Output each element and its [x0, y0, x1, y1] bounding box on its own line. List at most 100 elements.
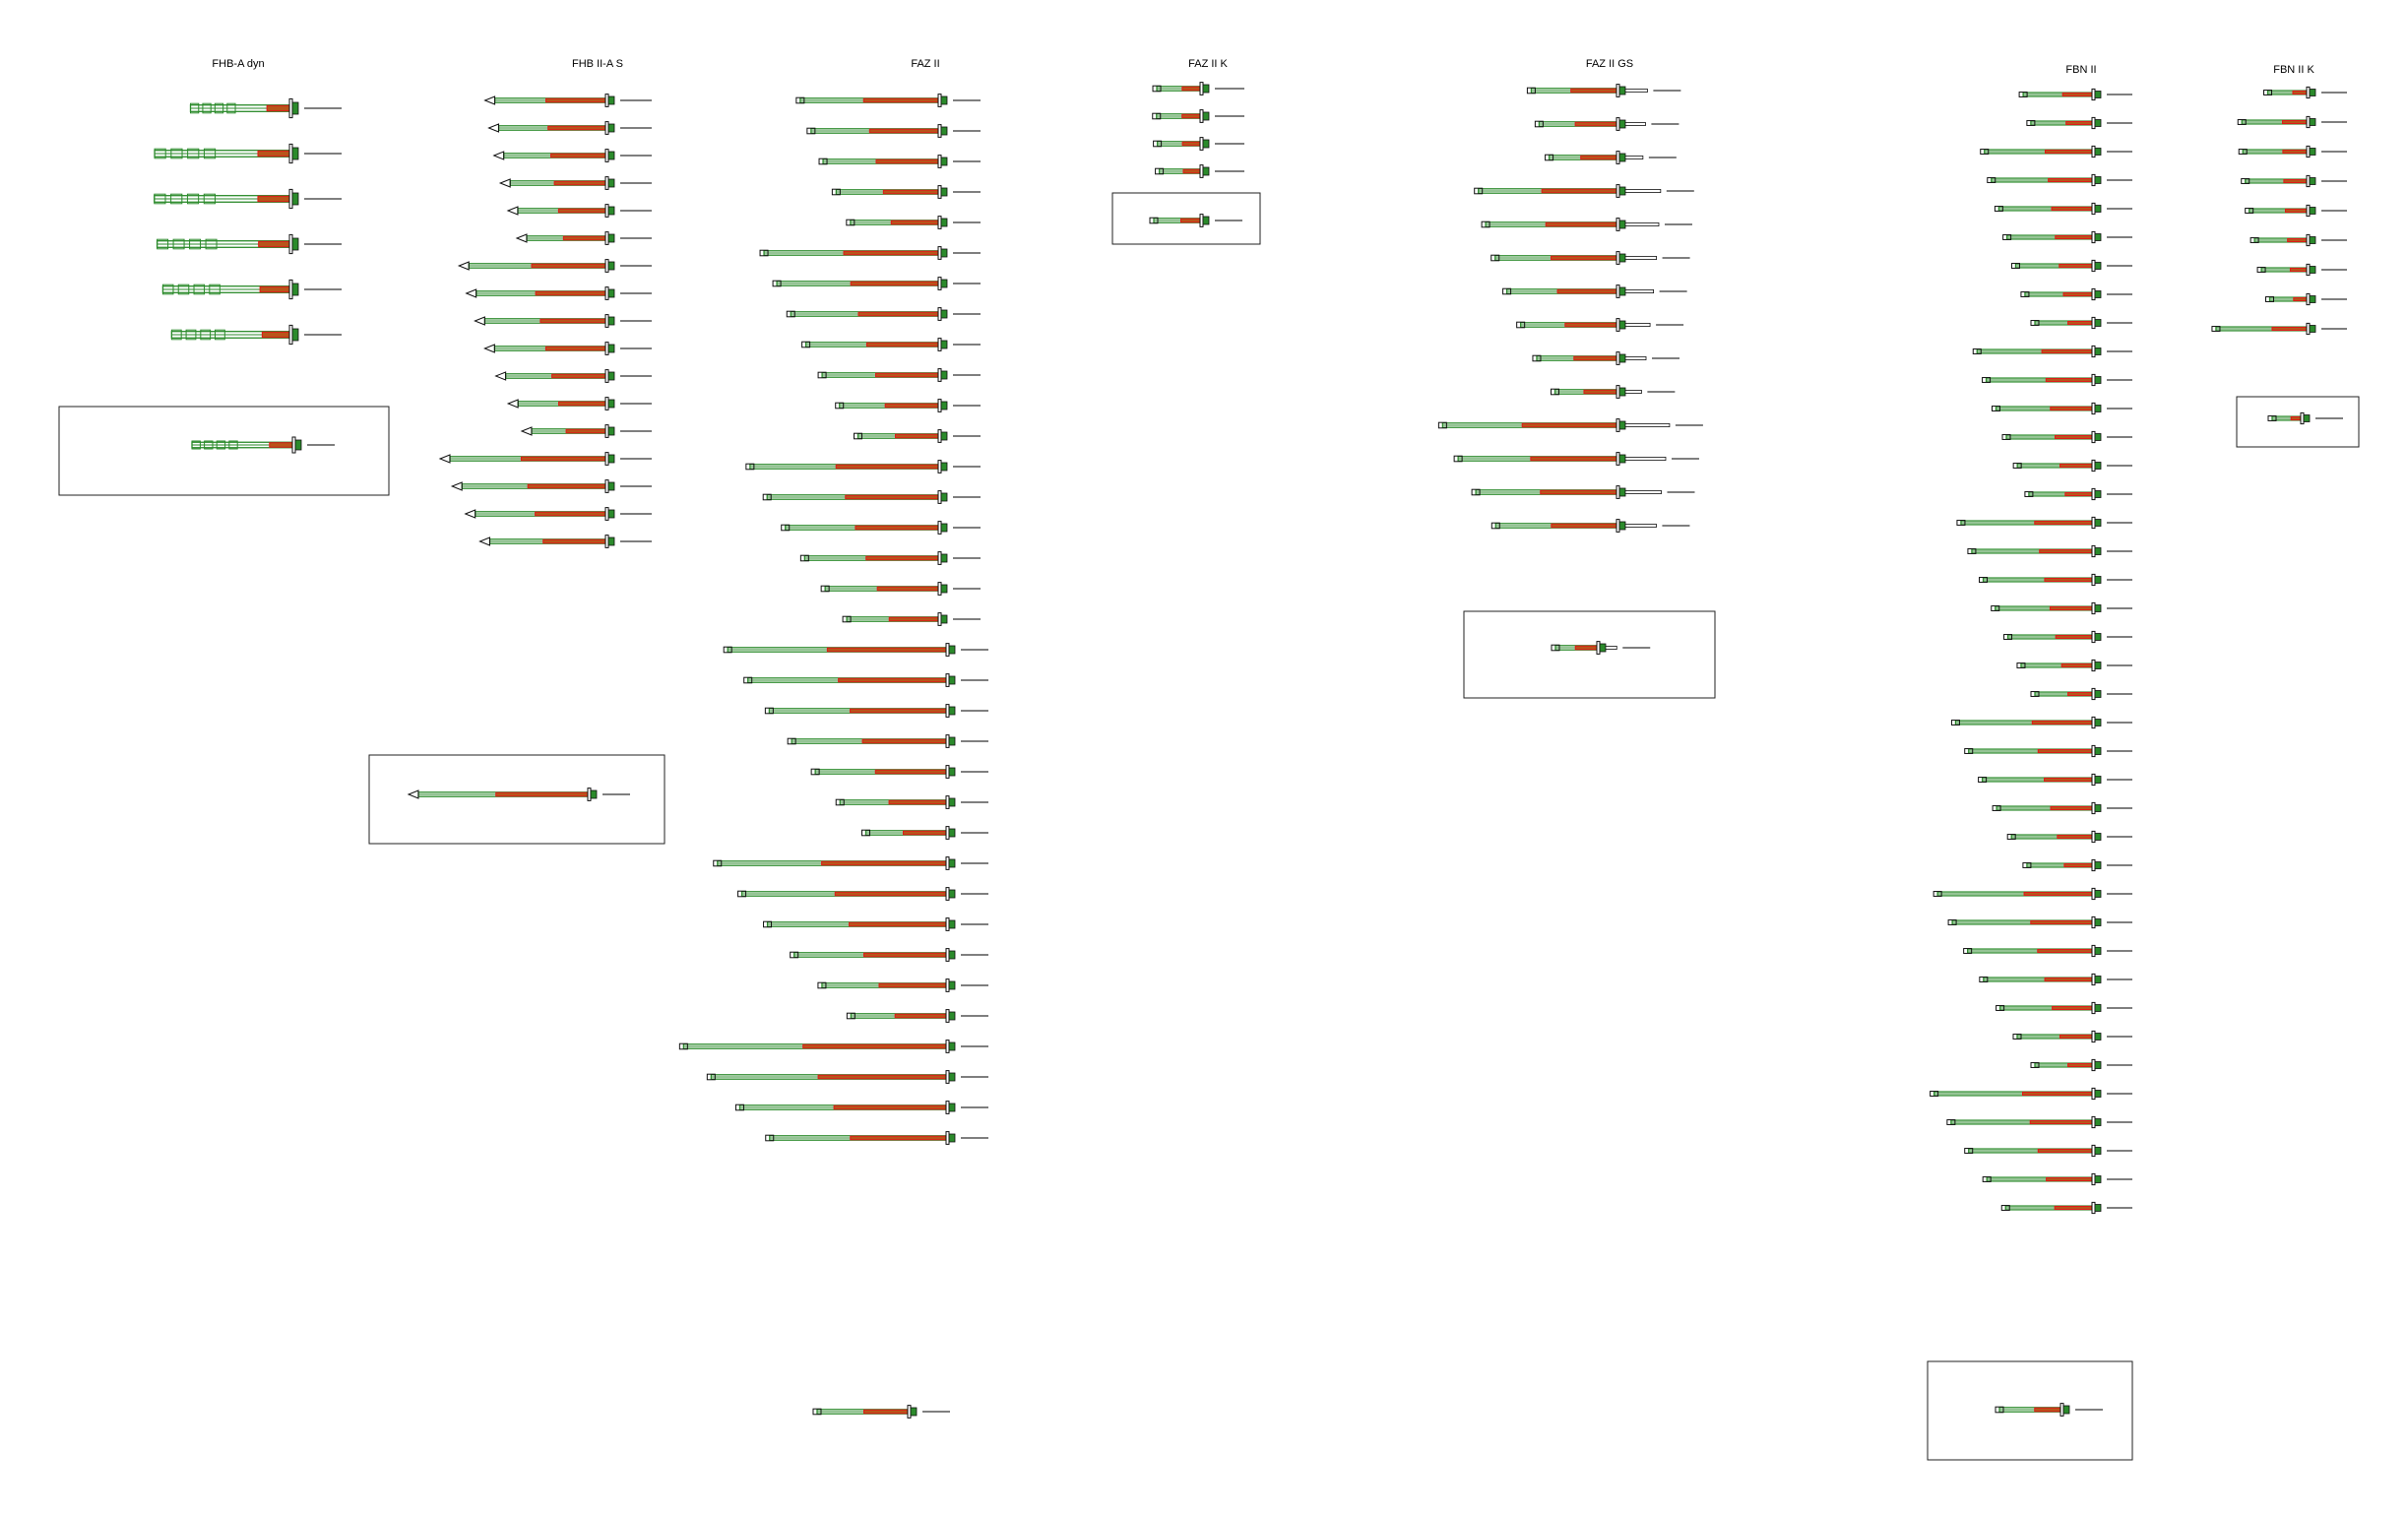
anchor-symbol: [487, 121, 652, 135]
anchor-symbol: [1979, 573, 2132, 587]
anchor-symbol: [1471, 485, 1695, 499]
anchor-symbol: [2024, 487, 2132, 501]
anchor-symbol: [2020, 287, 2132, 301]
column-title-fbn-ii-k: FBN II K: [2273, 64, 2314, 76]
anchor-symbol: [2026, 116, 2132, 130]
legend-sample-fbn-ii: [1995, 1403, 2103, 1417]
anchor-symbol: [1551, 385, 1676, 399]
anchor-symbol: [817, 978, 988, 992]
anchor-symbol: [772, 277, 981, 290]
anchor-symbol: [1545, 151, 1677, 164]
anchor-column-fhb-a-dyn: [154, 97, 342, 346]
column-title-fhb-a-dyn: FHB-A dyn: [212, 58, 264, 70]
anchor-symbol: [734, 1101, 988, 1114]
legend-sample-fhb-a-dyn: [191, 436, 335, 454]
anchor-symbol: [1490, 519, 1690, 533]
anchor-symbol: [478, 535, 652, 548]
anchor-symbol: [1502, 284, 1687, 298]
anchor-symbol: [835, 795, 988, 809]
anchor-symbol: [706, 1070, 988, 1084]
anchor-symbol: [842, 612, 981, 626]
legend-box-faz-ii-k: [1111, 192, 1261, 245]
anchor-symbol: [795, 94, 981, 107]
anchor-symbol: [1947, 915, 2132, 929]
column-title-fbn-ii: FBN II: [2065, 64, 2096, 76]
anchor-symbol: [2245, 204, 2347, 218]
anchor-symbol: [1980, 145, 2132, 158]
anchor-symbol: [765, 1131, 988, 1145]
anchor-symbol: [161, 279, 342, 300]
anchor-symbol: [2012, 1030, 2132, 1043]
anchor-symbol: [506, 397, 652, 410]
anchor-symbol: [1972, 345, 2132, 358]
anchor-symbol: [156, 233, 342, 255]
anchor-symbol: [1978, 773, 2132, 787]
anchor-symbol: [1474, 184, 1694, 198]
anchor-symbol: [1526, 84, 1681, 97]
anchor-symbol: [763, 917, 988, 931]
anchor-symbol: [745, 460, 981, 473]
anchor-symbol: [723, 643, 988, 657]
anchor-symbol: [464, 507, 652, 521]
anchor-symbol: [764, 704, 988, 718]
anchor-symbol: [498, 176, 652, 190]
anchor-symbol: [494, 369, 652, 383]
anchor-symbol: [2030, 687, 2132, 701]
anchor-symbol: [801, 338, 981, 351]
anchor-symbol: [1991, 402, 2132, 415]
anchor-symbol: [438, 452, 652, 466]
anchor-symbol: [759, 246, 981, 260]
anchor-symbol: [1996, 1001, 2132, 1015]
legend-sample-fbn-ii-k: [2267, 411, 2343, 425]
anchor-symbol: [835, 399, 981, 412]
column-title-faz-ii: FAZ II: [911, 58, 939, 70]
anchor-symbol: [520, 424, 652, 438]
anchor-symbol: [1956, 516, 2132, 530]
anchor-symbol: [2238, 145, 2347, 158]
anchor-symbol: [2030, 1058, 2132, 1072]
anchor-symbol: [1946, 1115, 2132, 1129]
anchor-symbol: [2022, 858, 2132, 872]
anchor-symbol: [799, 551, 981, 565]
anchor-symbol: [483, 342, 652, 355]
anchor-symbol: [2003, 630, 2132, 644]
anchor-symbol: [474, 314, 652, 328]
anchor-symbol: [2241, 174, 2347, 188]
anchor-symbol: [1481, 218, 1692, 231]
anchor-symbol: [1490, 251, 1690, 265]
anchor-symbol: [846, 1009, 988, 1023]
anchor-symbol: [1534, 117, 1679, 131]
anchor-symbol: [854, 429, 981, 443]
anchor-symbol: [831, 185, 981, 199]
anchor-symbol: [737, 887, 988, 901]
anchor-symbol: [154, 143, 342, 164]
anchor-symbol: [1516, 318, 1684, 332]
anchor-symbol: [492, 149, 652, 162]
anchor-symbol: [2002, 230, 2132, 244]
anchor-symbol: [1982, 373, 2132, 387]
legend-box-fhb-ii-a-s: [368, 754, 665, 845]
anchor-symbol: [817, 368, 981, 382]
legend-box-fbn-ii: [1927, 1360, 2133, 1461]
anchor-symbol: [170, 324, 342, 346]
anchor-symbol: [1437, 418, 1703, 432]
anchor-symbol: [1982, 1172, 2132, 1186]
anchor-symbol: [2006, 830, 2132, 844]
anchor-symbol: [2010, 259, 2132, 273]
legend-box-fbn-ii-k: [2236, 396, 2360, 448]
anchor-symbol: [1152, 82, 1244, 95]
anchor-symbol: [1994, 202, 2132, 216]
anchor-symbol: [1964, 1144, 2132, 1158]
anchor-symbol: [810, 765, 988, 779]
anchor-symbol: [786, 307, 981, 321]
anchor-column-faz-ii-gs: [1437, 84, 1703, 533]
anchor-symbol: [2250, 233, 2347, 247]
anchor-symbol: [2263, 86, 2347, 99]
anchor-column-fbn-ii: [1930, 88, 2132, 1215]
anchor-symbol: [1987, 173, 2132, 187]
anchor-symbol: [678, 1040, 988, 1053]
anchor-symbol: [2016, 659, 2132, 672]
legend-sample-faz-ii-gs: [1551, 641, 1651, 655]
column-title-fhb-ii-a-s: FHB II-A S: [572, 58, 623, 70]
anchor-symbol: [1964, 744, 2132, 758]
